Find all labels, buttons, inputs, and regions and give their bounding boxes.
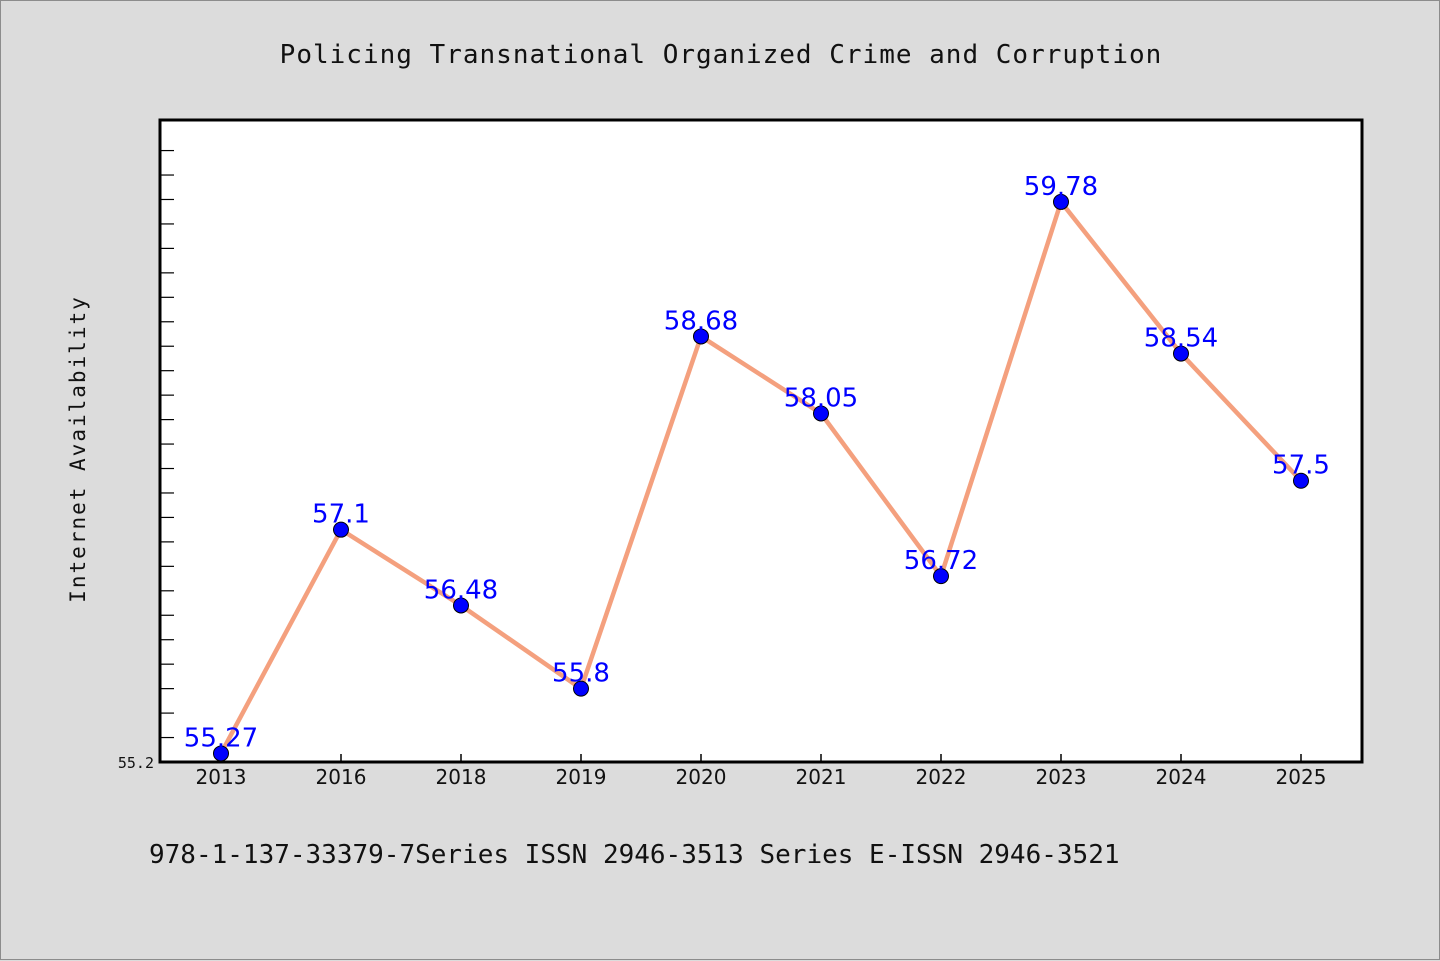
x-tick-label: 2022 [916,765,967,789]
x-tick-label: 2023 [1036,765,1087,789]
x-tick-label: 2016 [316,765,367,789]
data-point-marker [693,328,709,345]
y-axis: 55.2 [118,754,154,772]
x-axis: 2013 2016 2018 2019 2020 2021 2022 2023 2024 2025 [196,754,1327,789]
data-point-marker [1053,193,1069,210]
footer-isbn-text: 978-1-137-33379-7Series ISSN 2946-3513 S… [149,840,1120,870]
data-point-marker [333,521,349,538]
x-tick-label: 2024 [1156,765,1207,789]
data-point-marker [933,568,949,585]
data-point-marker [453,597,469,614]
y-axis-label: Internet Availability [66,295,90,603]
data-point-marker [1173,345,1189,362]
x-tick-label: 2013 [196,765,247,789]
data-value-label: 57.5 [1272,451,1330,481]
series-markers [213,193,1309,762]
data-value-label: 55.8 [552,659,610,689]
data-value-label: 58.68 [664,306,738,336]
data-labels: 55.27 57.1 56.48 55.8 58.68 58.05 56.72 59.78 58… [184,172,1330,754]
data-point-marker [1293,472,1309,489]
x-tick-label: 2025 [1276,765,1327,789]
chart-title: Policing Transnational Organized Crime a… [280,40,1163,70]
x-tick-label: 2021 [796,765,847,789]
x-tick-label: 2020 [676,765,727,789]
data-point-marker [573,680,589,697]
data-point-marker [813,405,829,422]
data-value-label: 58.54 [1144,324,1218,354]
data-value-label: 58.05 [784,383,858,413]
series-line [219,199,1303,755]
data-value-label: 56.72 [904,546,978,576]
data-value-label: 56.48 [424,575,498,605]
data-value-label: 55.27 [184,723,258,753]
data-value-label: 57.1 [312,500,370,530]
y-minor-ticks [160,149,174,739]
y-tick-label: 55.2 [118,754,154,772]
data-value-label: 59.78 [1024,172,1098,202]
x-tick-label: 2019 [556,765,607,789]
data-point-marker [213,745,229,762]
x-tick-label: 2018 [436,765,487,789]
plot-area [158,118,1364,764]
